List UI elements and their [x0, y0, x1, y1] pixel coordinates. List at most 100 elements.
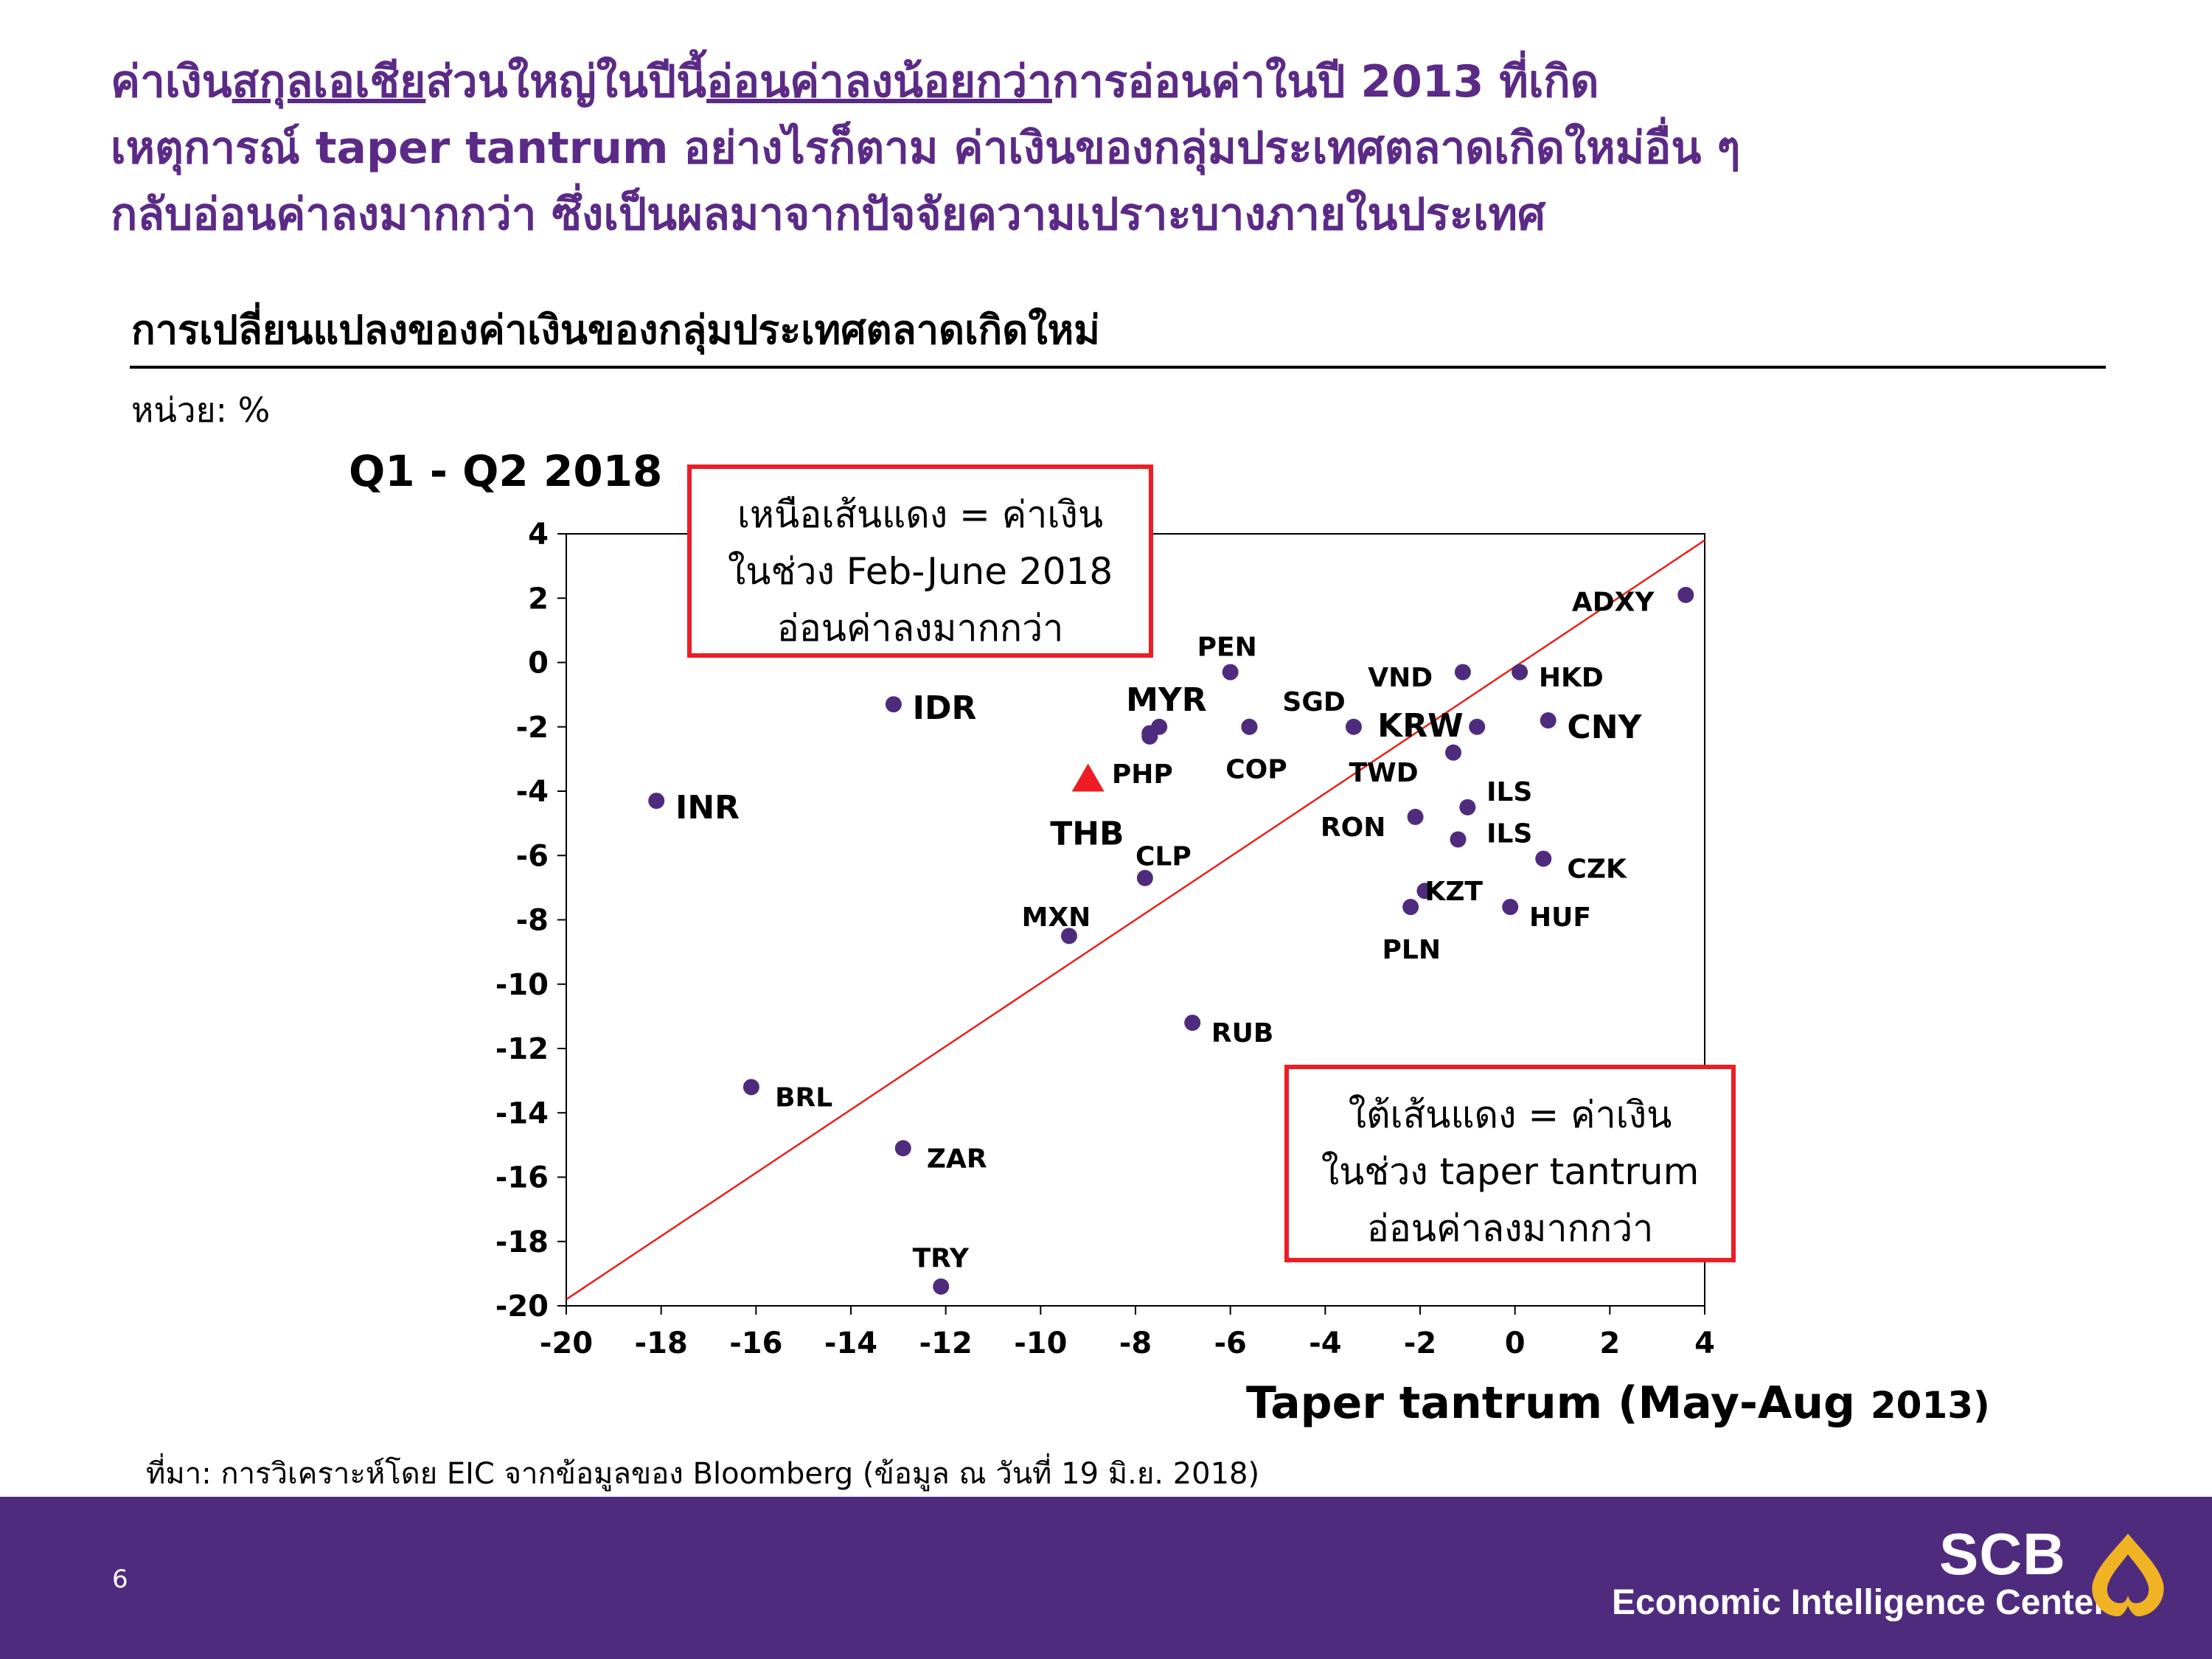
note-above-line: เหนือเส้นแดง = ค่าเงิน ในช่วง Feb-June 2…: [687, 465, 1153, 658]
y-tick-label: -4: [516, 775, 549, 809]
x-tick-label: -8: [1119, 1326, 1152, 1360]
x-tick-label: -4: [1309, 1326, 1341, 1360]
footer-bar: [0, 1497, 2212, 1659]
point-label: SGD: [1282, 687, 1345, 717]
point-label: ZAR: [927, 1144, 987, 1174]
point-label: MYR: [1126, 681, 1207, 719]
point-label: INR: [675, 789, 740, 827]
note-text: อ่อนค่าลงมากกว่า: [1366, 1207, 1654, 1250]
point-label: VND: [1368, 663, 1433, 693]
point-label: HKD: [1539, 663, 1604, 693]
x-axis-title-main: Taper tantrum (May-Aug: [1246, 1377, 1855, 1429]
point-label: HUF: [1529, 902, 1591, 933]
point-label: COP: [1225, 754, 1287, 785]
point-label: RUB: [1211, 1018, 1273, 1048]
data-point: [1407, 808, 1424, 825]
unit-label: หน่วย: %: [131, 390, 271, 430]
point-label: PEN: [1197, 633, 1257, 663]
y-axis-title: Q1 - Q2 2018: [349, 446, 663, 496]
data-point: [1416, 883, 1433, 900]
data-point: [1060, 928, 1077, 945]
brand-name: SCB: [1939, 1521, 2066, 1587]
data-point: [1184, 1015, 1201, 1032]
data-point: [1445, 744, 1462, 761]
x-tick-label: -14: [824, 1326, 877, 1360]
point-label: KRW: [1377, 707, 1464, 745]
x-tick-label: 2: [1599, 1326, 1620, 1360]
data-point: [1535, 850, 1552, 867]
point-label: PLN: [1382, 935, 1441, 965]
y-tick-label: -18: [495, 1225, 549, 1259]
scb-logo-icon: [2092, 1534, 2164, 1617]
headline-line-1: ค่าเงินสกุลเอเชียส่วนใหญ่ในปีนี้อ่อนค่าล…: [111, 56, 1599, 108]
headline-line-2: เหตุการณ์ taper tantrum อย่างไรก็ตาม ค่า…: [111, 122, 1741, 174]
y-tick-label: 4: [528, 518, 549, 552]
point-label: BRL: [775, 1082, 832, 1113]
y-tick-label: -6: [516, 839, 549, 873]
data-point: [1141, 728, 1158, 745]
data-point: [1454, 664, 1471, 681]
headline: ค่าเงินสกุลเอเชียส่วนใหญ่ในปีนี้อ่อนค่าล…: [111, 49, 2160, 248]
source-note: ที่มา: การวิเคราะห์โดย EIC จากข้อมูลของ …: [146, 1457, 1260, 1491]
title-divider: [130, 366, 2106, 369]
x-tick-label: -16: [729, 1326, 782, 1360]
note-text: ใต้เส้นแดง = ค่าเงิน: [1348, 1093, 1672, 1136]
headline-line-3: กลับอ่อนค่าลงมากกว่า ซึ่งเป็นผลมาจากปัจจ…: [111, 189, 1546, 240]
highlight-point-thb: [1071, 763, 1105, 792]
y-tick-label: -8: [516, 904, 549, 938]
headline-seg: ส่วนใหญ่ในปีนี้: [425, 56, 707, 108]
point-label: THB: [1050, 815, 1124, 853]
note-text: ในช่วง taper tantrum: [1321, 1150, 1700, 1193]
point-label: KZT: [1425, 877, 1483, 907]
point-label: CNY: [1567, 709, 1642, 746]
chart-title: การเปลี่ยนแปลงของค่าเงินของกลุ่มประเทศตล…: [131, 307, 1100, 353]
data-point: [1677, 586, 1694, 603]
x-tick-label: -2: [1404, 1326, 1436, 1360]
headline-seg-underlined: อ่อนค่าลงน้อยกว่า: [706, 56, 1052, 108]
point-label: PHP: [1112, 759, 1173, 790]
data-point: [933, 1278, 950, 1295]
x-tick-label: -12: [919, 1326, 973, 1360]
data-point: [1450, 831, 1467, 848]
point-label: MXN: [1022, 902, 1091, 933]
y-tick-label: -20: [495, 1290, 549, 1324]
y-tick-label: -12: [495, 1032, 549, 1066]
headline-seg: ค่าเงิน: [111, 56, 232, 108]
data-point: [1241, 718, 1258, 735]
data-point: [1469, 718, 1486, 735]
x-tick-label: -6: [1214, 1326, 1246, 1360]
point-label: CLP: [1135, 841, 1192, 872]
data-point: [1459, 799, 1476, 815]
point-label: TRY: [913, 1244, 970, 1274]
headline-seg-underlined: สกุลเอเชีย: [232, 56, 426, 108]
data-point: [648, 793, 665, 810]
point-label: IDR: [913, 689, 977, 727]
x-axis-title-year: 2013): [1870, 1384, 1990, 1427]
point-label: RON: [1321, 813, 1385, 843]
headline-seg: การอ่อนค่าในปี 2013 ที่เกิด: [1051, 56, 1599, 108]
y-tick-label: 2: [528, 582, 549, 616]
point-label: CZK: [1567, 855, 1627, 885]
y-tick-label: -10: [495, 968, 549, 1002]
x-tick-label: 0: [1505, 1326, 1526, 1360]
data-point: [885, 696, 902, 713]
x-tick-label: 4: [1694, 1326, 1715, 1360]
x-axis-title: Taper tantrum (May-Aug 2013): [1246, 1377, 1990, 1429]
y-tick-label: -16: [495, 1161, 549, 1195]
data-point: [894, 1140, 911, 1157]
point-label: ILS: [1486, 777, 1532, 807]
x-tick-label: -10: [1014, 1326, 1067, 1360]
point-label: ADXY: [1572, 588, 1655, 618]
note-text: ในช่วง Feb-June 2018: [727, 550, 1113, 593]
note-below-line: ใต้เส้นแดง = ค่าเงิน ในช่วง taper tantru…: [1284, 1065, 1736, 1262]
data-point: [1402, 899, 1419, 916]
data-point: [1345, 718, 1362, 735]
data-point: [1222, 664, 1239, 681]
brand-subtitle: Economic Intelligence Center: [1612, 1583, 2108, 1622]
data-point: [1136, 869, 1153, 886]
note-text: อ่อนค่าลงมากกว่า: [776, 607, 1064, 650]
data-point: [1540, 712, 1557, 729]
data-point: [1512, 664, 1528, 681]
data-point: [1502, 899, 1519, 916]
x-tick-label: -20: [540, 1326, 593, 1360]
